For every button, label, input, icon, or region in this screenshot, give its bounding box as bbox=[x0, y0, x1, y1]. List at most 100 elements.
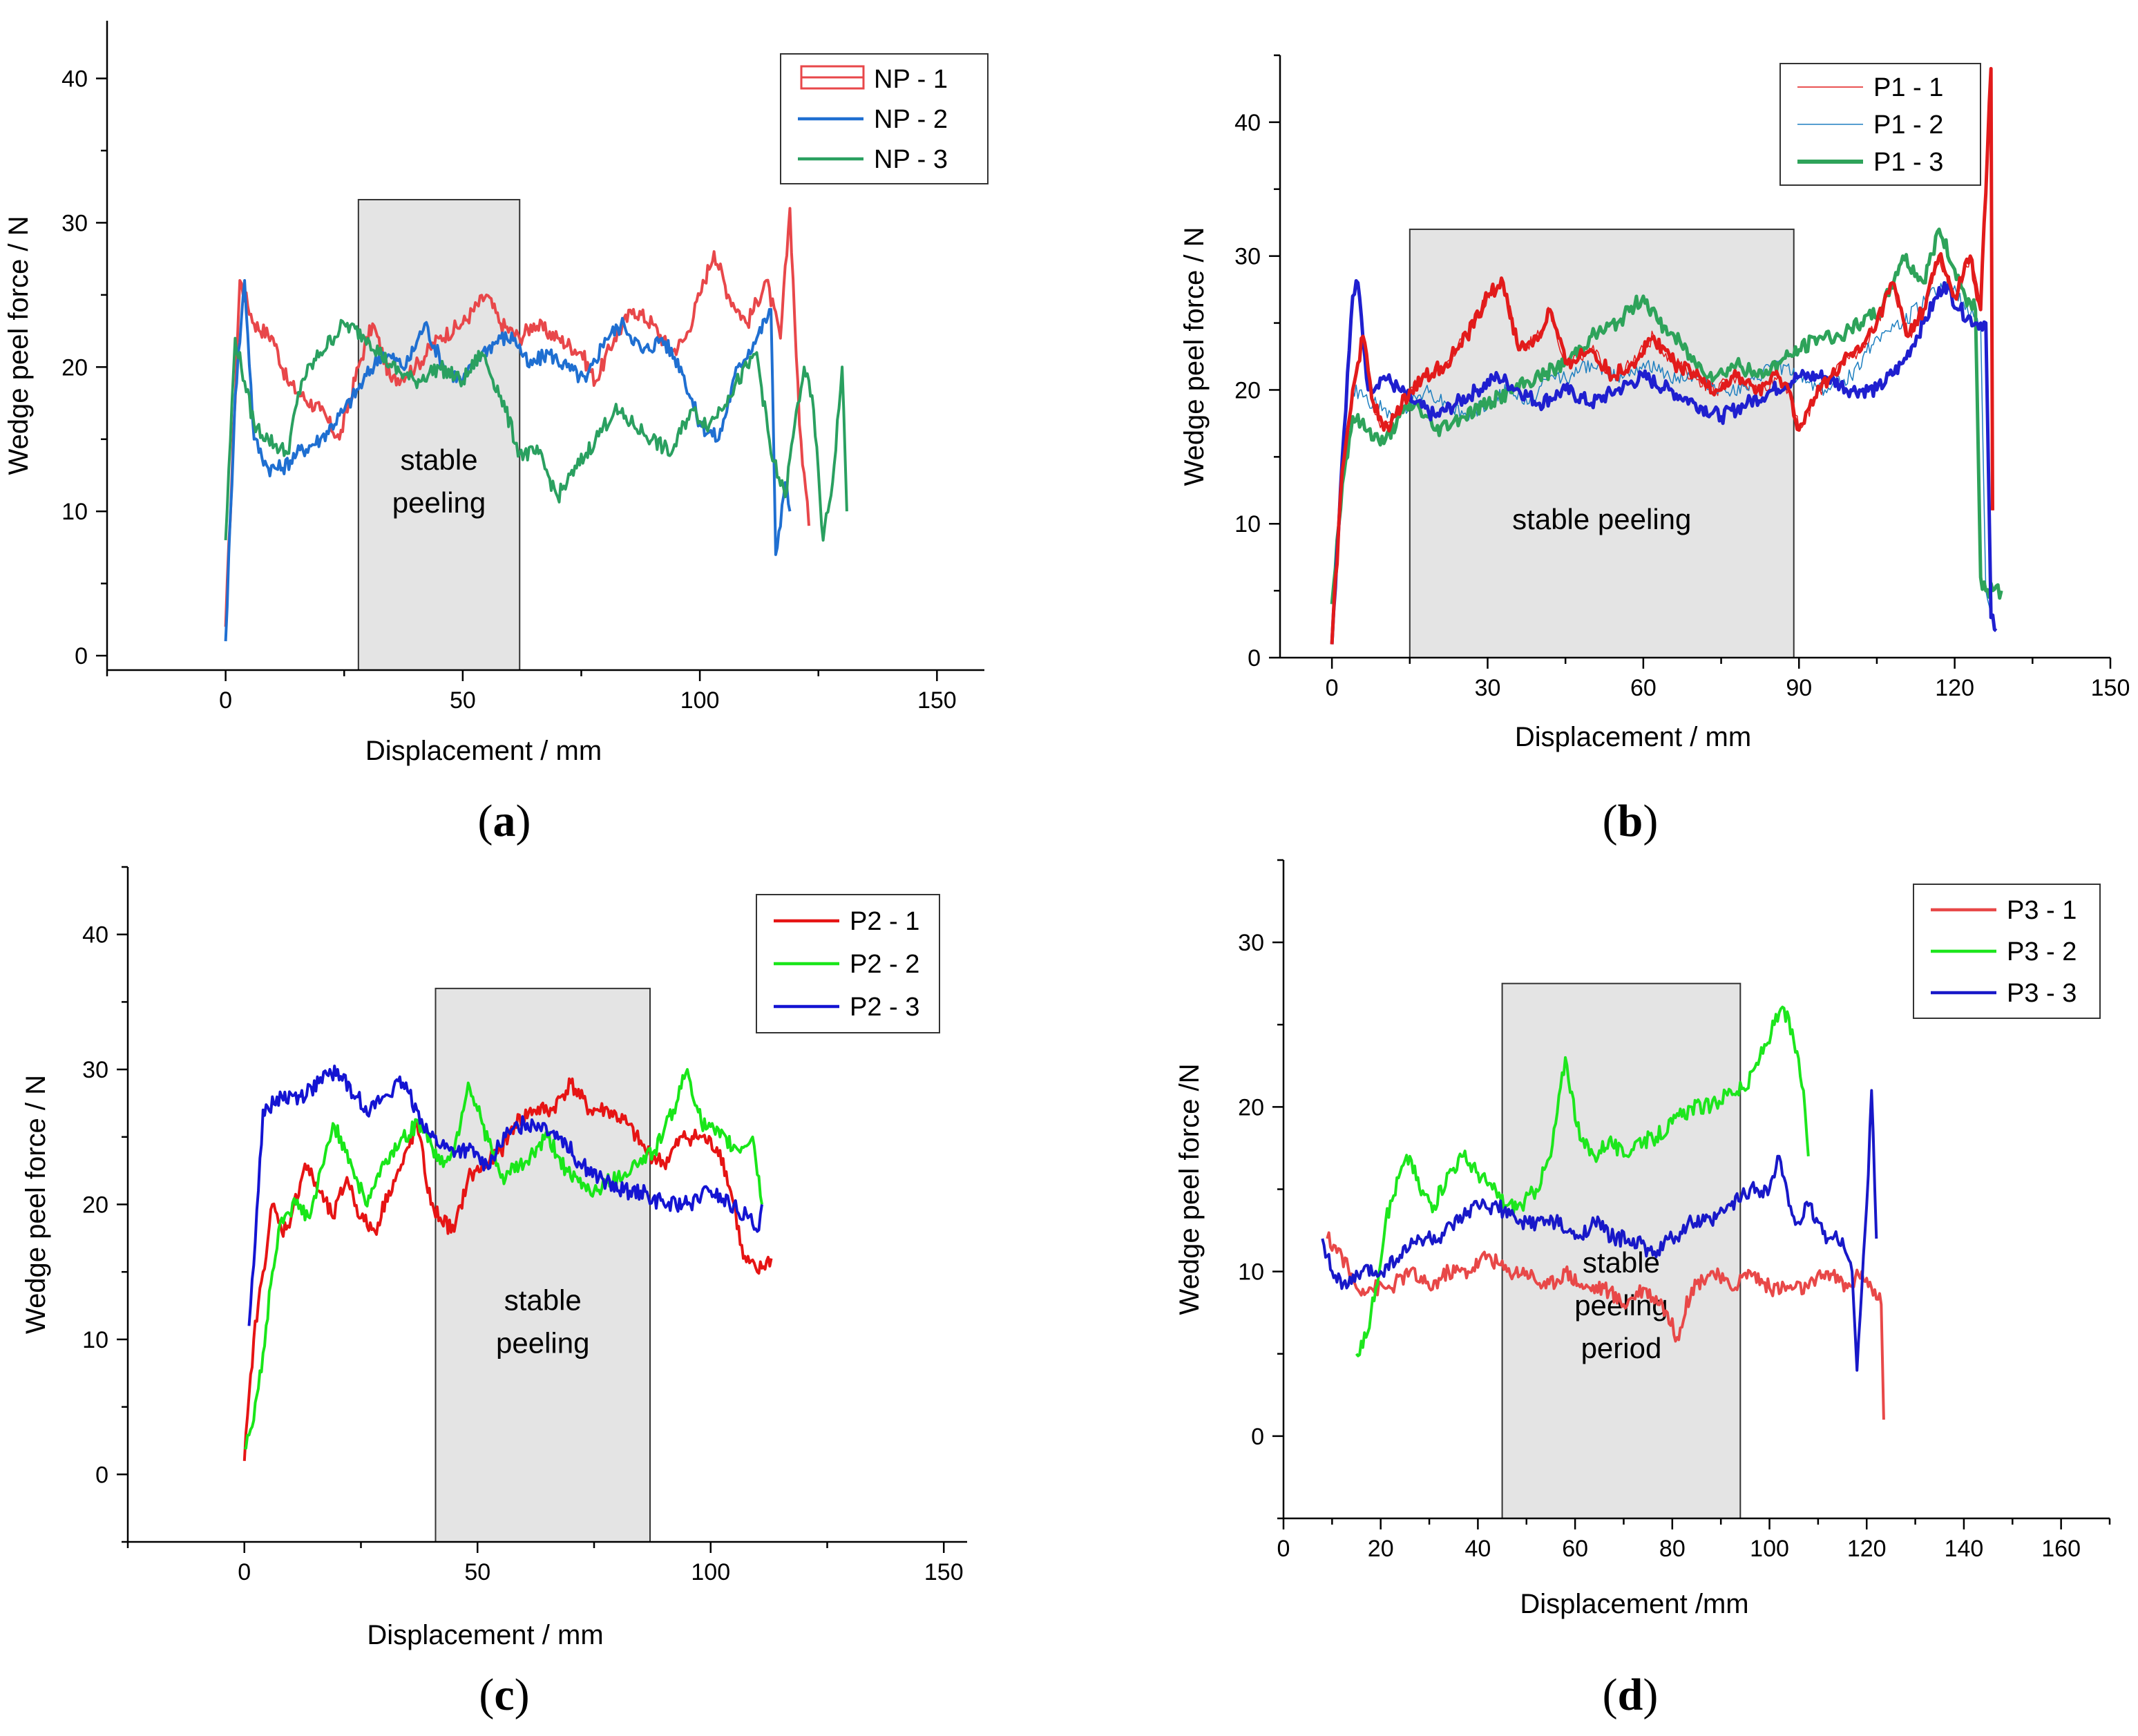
x-tick-label: 100 bbox=[1750, 1536, 1789, 1562]
legend-entry: P3 - 2 bbox=[2007, 937, 2077, 966]
x-tick-label: 0 bbox=[219, 687, 232, 714]
x-tick-label: 0 bbox=[1277, 1536, 1290, 1562]
x-tick-label: 20 bbox=[1368, 1536, 1394, 1562]
panel-label: (b) bbox=[1603, 796, 1659, 846]
panel-label-open: ( bbox=[1603, 1670, 1618, 1720]
x-tick-label: 30 bbox=[1475, 675, 1501, 701]
y-tick-label: 20 bbox=[61, 354, 88, 381]
panel-label: (d) bbox=[1603, 1670, 1659, 1720]
band-label-line: stable bbox=[504, 1284, 582, 1317]
panel-label-open: ( bbox=[478, 796, 493, 846]
y-tick-label: 10 bbox=[1234, 511, 1261, 537]
y-tick-label: 40 bbox=[82, 922, 108, 948]
x-tick-label: 160 bbox=[2041, 1536, 2081, 1562]
legend-entry: P2 - 3 bbox=[850, 993, 919, 1022]
panel-label-close: ) bbox=[515, 1670, 530, 1720]
x-axis-title: Displacement /mm bbox=[1520, 1589, 1748, 1619]
x-axis-title: Displacement / mm bbox=[365, 736, 602, 766]
legend-entry: NP - 2 bbox=[874, 105, 948, 134]
panel-label-letter: a bbox=[493, 796, 516, 846]
x-tick-label: 0 bbox=[1326, 675, 1339, 701]
y-axis-title: Wedge peel force / N bbox=[21, 1075, 51, 1334]
x-tick-label: 80 bbox=[1659, 1536, 1686, 1562]
x-tick-label: 60 bbox=[1630, 675, 1657, 701]
y-axis-title: Wedge peel force / N bbox=[1179, 227, 1210, 486]
y-tick-label: 20 bbox=[1238, 1094, 1264, 1120]
panel-c: stable peeling 0 50 100 150 0 10 20 30 40 Displacem… bbox=[21, 866, 967, 1720]
series-line-np-1 bbox=[224, 207, 810, 627]
y-tick-label: 30 bbox=[61, 210, 88, 236]
y-axis-title: Wedge peel force / N bbox=[3, 216, 34, 475]
y-tick-label: 0 bbox=[1251, 1424, 1264, 1450]
panel-label: (a) bbox=[478, 796, 531, 846]
stable-peeling-band bbox=[435, 987, 651, 1543]
x-tick-label: 120 bbox=[1935, 675, 1974, 701]
series-line-p1-2 bbox=[1331, 281, 1992, 645]
x-tick-label: 0 bbox=[238, 1559, 251, 1585]
x-tick-label: 90 bbox=[1786, 675, 1812, 701]
x-tick-label: 150 bbox=[917, 687, 957, 714]
series-line-extra-4 bbox=[1330, 66, 1994, 645]
x-tick-label: 50 bbox=[464, 1559, 490, 1585]
x-tick-label: 100 bbox=[680, 687, 720, 714]
y-tick-label: 30 bbox=[82, 1057, 108, 1083]
panel-label-open: ( bbox=[1603, 796, 1618, 846]
stable-peeling-band bbox=[357, 199, 521, 671]
stable-peeling-band bbox=[1501, 982, 1741, 1519]
panel-label: (c) bbox=[479, 1670, 529, 1720]
y-tick-label: 0 bbox=[1248, 645, 1261, 671]
y-tick-label: 0 bbox=[95, 1462, 108, 1488]
band-label-line: peeling bbox=[392, 486, 486, 519]
legend-entry: P3 - 1 bbox=[2007, 896, 2077, 925]
band-label-line: stable peeling bbox=[1512, 503, 1691, 535]
series-line-p3-1 bbox=[1326, 1231, 1885, 1420]
panel-label-letter: b bbox=[1618, 796, 1643, 846]
band-label-line: peeling bbox=[496, 1327, 589, 1360]
legend-entry: P2 - 2 bbox=[850, 950, 919, 979]
series-line-p3-3 bbox=[1321, 1089, 1878, 1372]
x-tick-label: 140 bbox=[1945, 1536, 1984, 1562]
y-tick-label: 30 bbox=[1234, 244, 1261, 270]
y-tick-label: 20 bbox=[82, 1192, 108, 1219]
legend: P3 - 1 P3 - 2 P3 - 3 bbox=[1913, 884, 2101, 1019]
panel-a: stable peeling 0 50 100 150 0 10 20 30 40 Displacem… bbox=[3, 21, 989, 846]
y-axis-title: Wedge peel force /N bbox=[1174, 1064, 1205, 1315]
legend: P1 - 1 P1 - 2 P1 - 3 bbox=[1779, 63, 1981, 186]
y-tick-label: 10 bbox=[61, 499, 88, 525]
panel-label-letter: d bbox=[1618, 1670, 1643, 1720]
legend-entry: P1 - 1 bbox=[1873, 73, 1943, 102]
panel-label-close: ) bbox=[1643, 796, 1658, 846]
stable-peeling-band bbox=[1409, 228, 1795, 658]
y-tick-label: 40 bbox=[61, 66, 88, 93]
legend-entry: P2 - 1 bbox=[850, 907, 919, 936]
x-tick-label: 120 bbox=[1847, 1536, 1887, 1562]
legend-entry: NP - 3 bbox=[874, 145, 948, 174]
x-tick-label: 150 bbox=[924, 1559, 964, 1585]
x-tick-label: 40 bbox=[1464, 1536, 1491, 1562]
y-tick-label: 0 bbox=[75, 643, 88, 669]
y-tick-label: 10 bbox=[82, 1327, 108, 1353]
panel-label-close: ) bbox=[516, 796, 531, 846]
x-tick-label: 150 bbox=[2091, 675, 2130, 701]
panel-label-letter: c bbox=[494, 1670, 514, 1720]
legend: P2 - 1 P2 - 2 P2 - 3 bbox=[756, 894, 940, 1033]
legend: NP - 1 NP - 2 NP - 3 bbox=[780, 53, 989, 184]
legend-entry: P1 - 2 bbox=[1873, 111, 1943, 140]
series-line-np-3 bbox=[224, 318, 848, 542]
y-tick-label: 40 bbox=[1234, 110, 1261, 136]
x-tick-label: 50 bbox=[450, 687, 476, 714]
panel-b: stable peeling 0 30 60 90 120 150 0 10 20 30 40 Disp… bbox=[1179, 54, 2130, 846]
band-label-line: stable bbox=[401, 443, 478, 476]
series-line-p2-3 bbox=[247, 1065, 763, 1326]
series-line-extra-3 bbox=[1330, 279, 1998, 645]
legend-entry: NP - 1 bbox=[874, 65, 948, 94]
x-axis-title: Displacement / mm bbox=[367, 1620, 603, 1650]
y-tick-label: 30 bbox=[1238, 930, 1264, 956]
panel-label-open: ( bbox=[479, 1670, 494, 1720]
x-tick-label: 100 bbox=[691, 1559, 730, 1585]
legend-entry: P3 - 3 bbox=[2007, 979, 2077, 1008]
series-line-p3-2 bbox=[1355, 1005, 1810, 1357]
series-line-p2-2 bbox=[243, 1068, 763, 1450]
